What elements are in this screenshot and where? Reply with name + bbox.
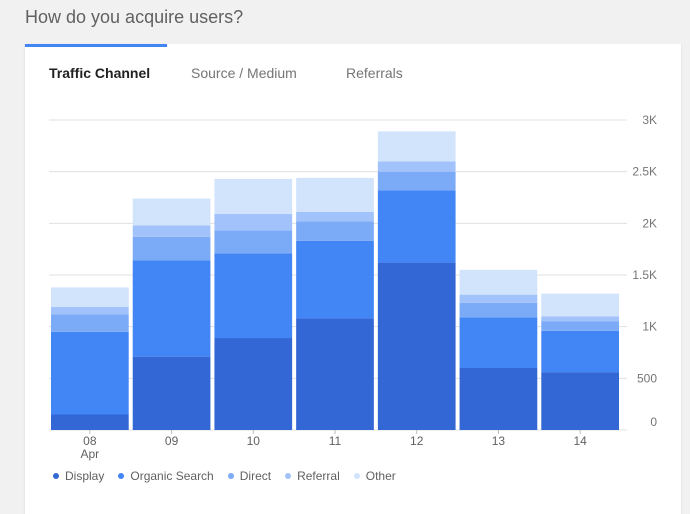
active-tab-indicator [25,44,167,47]
bar-segment-organic-search[interactable] [459,317,538,368]
x-tick-label: 13 [492,434,506,448]
bar-segment-direct[interactable] [214,230,293,254]
legend-label: Display [65,469,105,483]
legend-item-other[interactable]: Other [353,469,396,483]
bar-segment-direct[interactable] [459,302,538,318]
bar-segment-direct[interactable] [296,221,374,241]
x-tick-label: 14 [573,434,587,448]
bar-segment-direct[interactable] [541,321,619,331]
x-tick-label: 08 [83,434,97,448]
y-tick-label: 0 [650,415,657,429]
legend-dot-icon [118,473,125,479]
bar-segment-organic-search[interactable] [214,253,293,339]
bar-segment-display[interactable] [377,262,456,430]
bar-segment-organic-search[interactable] [132,260,211,357]
bar-segment-referral[interactable] [214,214,293,231]
legend-label: Direct [239,469,272,483]
bar-segment-other[interactable] [51,287,129,308]
bar-segment-display[interactable] [296,318,374,430]
bar-segment-referral[interactable] [132,225,211,237]
bar-segment-organic-search[interactable] [541,330,619,373]
bar-segment-referral[interactable] [541,316,619,322]
y-tick-label: 1.5K [632,268,657,282]
legend-item-referral[interactable]: Referral [285,469,340,483]
bar-segment-direct[interactable] [377,171,456,191]
tab-traffic-channel[interactable]: Traffic Channel [49,65,151,81]
acquisition-card: Traffic Channel Source / Medium Referral… [25,44,681,514]
bar-segment-display[interactable] [541,372,619,430]
y-tick-label: 3K [642,113,657,127]
y-tick-label: 1K [642,320,657,334]
y-tick-label: 2K [642,216,657,230]
bar-segment-referral[interactable] [296,211,374,222]
legend-label: Other [365,469,396,483]
bar-segment-direct[interactable] [51,314,129,332]
tab-source-medium[interactable]: Source / Medium [191,65,297,81]
legend-label: Referral [297,469,340,483]
bars [51,131,619,430]
bar-segment-organic-search[interactable] [51,331,129,415]
chart-legend: Display Organic Search Direct Referral Other [53,469,410,483]
x-tick-label: 12 [410,434,424,448]
x-tick-label: 09 [165,434,179,448]
tab-referrals[interactable]: Referrals [346,65,403,81]
legend-item-organic-search[interactable]: Organic Search [118,469,214,483]
legend-dot-icon [285,473,292,479]
bar-segment-display[interactable] [51,414,129,431]
bar-segment-other[interactable] [214,178,293,215]
bar-segment-referral[interactable] [377,161,456,172]
page-title: How do you acquire users? [25,7,244,27]
x-tick-label: 10 [247,434,261,448]
bar-segment-referral[interactable] [459,294,538,303]
y-tick-label: 500 [637,371,657,385]
legend-dot-icon [353,473,360,479]
bar-segment-other[interactable] [296,177,374,212]
bar-segment-display[interactable] [214,338,293,430]
bar-segment-organic-search[interactable] [296,240,374,319]
legend-label: Organic Search [130,469,214,483]
tab-bar: Traffic Channel Source / Medium Referral… [25,44,681,104]
y-axis-ticks: 0 500 1K 1.5K 2K 2.5K 3K [632,113,657,429]
bar-segment-other[interactable] [459,269,538,295]
legend-dot-icon [53,473,59,479]
legend-item-direct[interactable]: Direct [227,469,272,483]
y-tick-label: 2.5K [632,165,657,179]
bar-segment-other[interactable] [541,293,619,317]
bar-segment-display[interactable] [132,356,211,430]
x-tick-label: 11 [329,434,342,448]
bar-segment-referral[interactable] [51,307,129,315]
legend-dot-icon [227,473,234,479]
legend-item-display[interactable]: Display [53,469,104,483]
x-tick-sublabel: Apr [81,447,100,461]
bar-segment-organic-search[interactable] [377,190,456,263]
bar-segment-other[interactable] [132,198,211,226]
bar-segment-direct[interactable] [132,236,211,261]
bar-segment-display[interactable] [459,368,538,430]
bar-segment-other[interactable] [377,131,456,162]
